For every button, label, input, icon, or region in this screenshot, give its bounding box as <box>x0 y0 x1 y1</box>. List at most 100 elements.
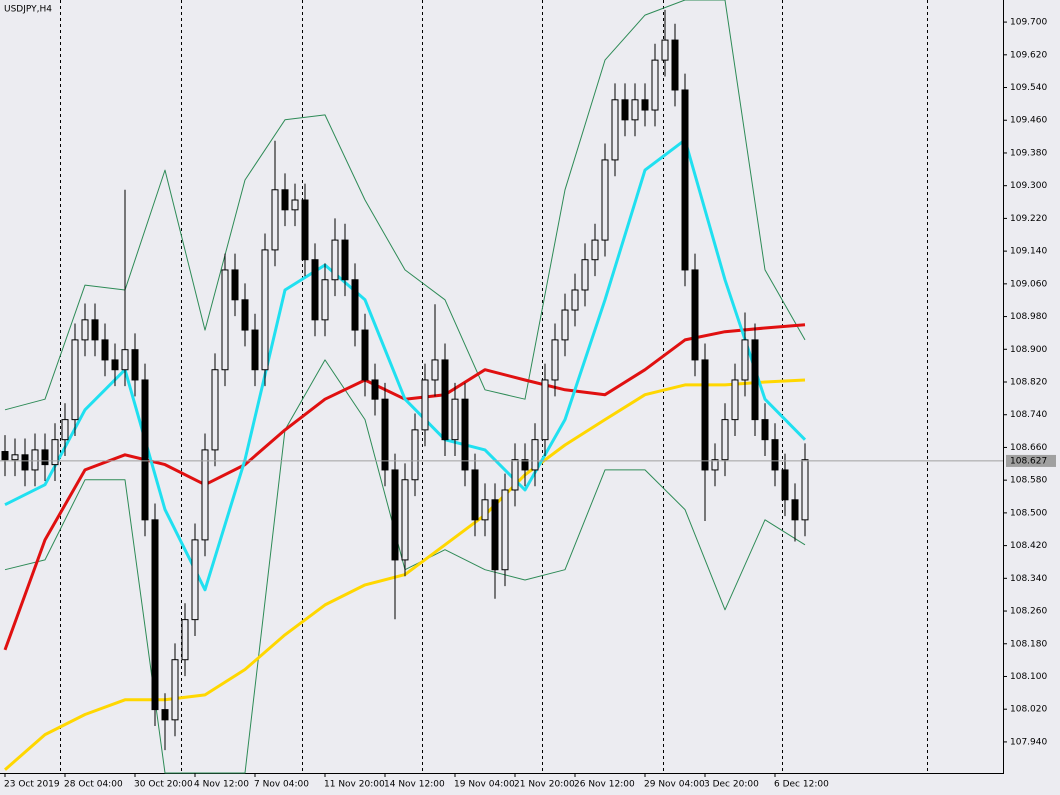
candle-body <box>351 279 359 331</box>
x-tick-label: 14 Nov 12:00 <box>384 780 445 790</box>
y-tick-label: 108.660 <box>1010 443 1047 453</box>
candle-body <box>241 299 249 331</box>
candle-body <box>631 99 639 121</box>
candle-body <box>151 519 159 711</box>
x-tick-label: 28 Oct 04:00 <box>64 780 123 790</box>
candle-body <box>1 451 9 461</box>
candle-body <box>181 619 189 661</box>
candle-body <box>311 259 319 321</box>
y-tick-label: 108.580 <box>1010 476 1047 486</box>
candle-body <box>391 469 399 561</box>
candle-body <box>481 499 489 521</box>
candle-body <box>41 449 49 466</box>
current-price-label: 108.627 <box>1010 456 1047 466</box>
candle-body <box>551 339 559 381</box>
candle-body <box>131 349 139 381</box>
candle-body <box>531 439 539 471</box>
candle-body <box>171 659 179 721</box>
candle-body <box>341 239 349 281</box>
candle-body <box>701 359 709 471</box>
candle-body <box>601 159 609 241</box>
y-tick-label: 107.940 <box>1010 737 1047 747</box>
x-tick-label: 23 Oct 2019 <box>4 780 60 790</box>
y-tick-label: 108.020 <box>1010 705 1047 715</box>
candle-body <box>511 459 519 491</box>
candle-body <box>791 499 799 521</box>
y-tick-label: 108.820 <box>1010 378 1047 388</box>
y-tick-label: 109.380 <box>1010 148 1047 158</box>
candle-body <box>681 89 689 271</box>
x-tick-label: 29 Nov 04:00 <box>644 780 705 790</box>
candle-body <box>751 339 759 421</box>
candle-body <box>361 329 369 381</box>
candle-body <box>591 239 599 261</box>
candle-body <box>441 359 449 441</box>
y-tick-label: 108.180 <box>1010 639 1047 649</box>
y-tick-label: 108.980 <box>1010 312 1047 322</box>
y-tick-label: 108.500 <box>1010 508 1047 518</box>
y-tick-label: 108.740 <box>1010 410 1047 420</box>
candle-body <box>741 339 749 381</box>
chart-title: USDJPY,H4 <box>4 5 52 15</box>
y-tick-label: 108.260 <box>1010 607 1047 617</box>
candle-body <box>281 189 289 211</box>
candle-body <box>691 269 699 361</box>
candle-body <box>111 359 119 371</box>
x-tick-label: 21 Nov 20:00 <box>514 780 575 790</box>
candle-body <box>161 709 169 721</box>
candle-body <box>411 429 419 481</box>
candle-body <box>761 419 769 441</box>
candle-body <box>781 469 789 501</box>
candle-body <box>251 329 259 371</box>
candle-body <box>21 454 29 471</box>
candle-body <box>91 319 99 341</box>
candle-body <box>221 269 229 371</box>
x-tick-label: 30 Oct 20:00 <box>134 780 193 790</box>
candle-body <box>331 239 339 281</box>
candle-body <box>581 259 589 291</box>
y-tick-label: 108.100 <box>1010 672 1047 682</box>
candle-body <box>731 379 739 421</box>
candle-body <box>291 199 299 211</box>
candle-body <box>711 459 719 471</box>
candle-body <box>211 369 219 451</box>
y-tick-label: 109.060 <box>1010 279 1047 289</box>
y-tick-label: 108.420 <box>1010 541 1047 551</box>
candle-body <box>81 319 89 341</box>
candle-body <box>621 99 629 121</box>
candle-body <box>191 539 199 621</box>
candle-body <box>201 449 209 541</box>
y-tick-label: 109.300 <box>1010 181 1047 191</box>
indicator-line <box>4 138 807 592</box>
candle-body <box>121 349 129 371</box>
candle-body <box>661 39 669 61</box>
candle-body <box>651 59 659 111</box>
y-tick-label: 108.340 <box>1010 574 1047 584</box>
candle-body <box>461 398 469 471</box>
x-tick-label: 26 Nov 12:00 <box>574 780 635 790</box>
candle-body <box>611 99 619 161</box>
current-price-box <box>1006 454 1056 467</box>
candle-body <box>451 398 459 441</box>
candle-body <box>321 279 329 321</box>
candle-body <box>51 439 59 466</box>
candle-body <box>421 379 429 431</box>
candle-body <box>671 39 679 91</box>
candle-body <box>271 189 279 251</box>
candle-body <box>561 309 569 341</box>
y-tick-label: 109.620 <box>1010 50 1047 60</box>
y-tick-label: 109.460 <box>1010 116 1047 126</box>
x-tick-label: 6 Dec 12:00 <box>774 780 829 790</box>
y-tick-label: 109.700 <box>1010 18 1047 28</box>
candle-body <box>301 199 309 261</box>
y-tick-label: 109.540 <box>1010 83 1047 93</box>
candle-body <box>491 499 499 571</box>
candle-body <box>381 398 389 471</box>
x-tick-label: 7 Nov 04:00 <box>254 780 309 790</box>
x-tick-label: 19 Nov 04:00 <box>454 780 515 790</box>
indicator-line <box>4 0 806 411</box>
candle-body <box>101 339 109 361</box>
candle-body <box>71 339 79 421</box>
x-tick-label: 4 Nov 12:00 <box>194 780 249 790</box>
